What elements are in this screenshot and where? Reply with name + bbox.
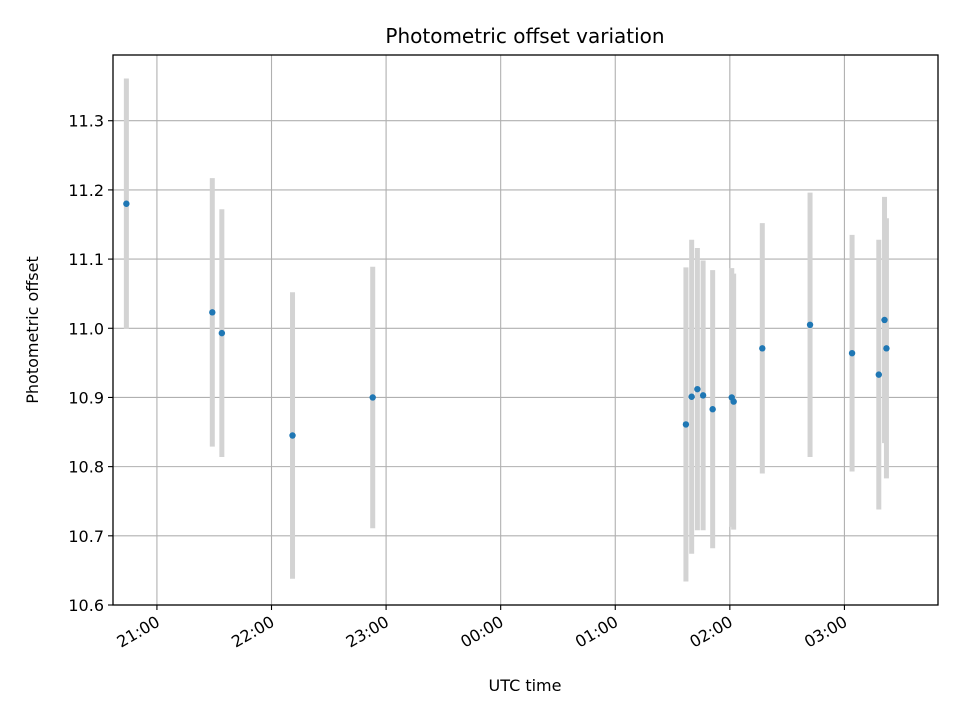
data-point	[209, 309, 216, 316]
y-tick-label: 11.0	[68, 319, 104, 338]
y-axis-ticks: 10.6 10.7 10.8 10.9 11.0 11.1 11.2 11.3	[68, 112, 113, 615]
point-layer	[123, 200, 890, 439]
y-tick-label: 10.7	[68, 527, 104, 546]
chart-title: Photometric offset variation	[385, 24, 664, 48]
data-point	[699, 392, 707, 399]
data-point	[709, 406, 716, 413]
data-point	[123, 200, 130, 207]
y-axis-label: Photometric offset	[23, 256, 42, 404]
data-point	[730, 398, 737, 405]
data-point	[682, 421, 690, 428]
y-tick-label: 10.6	[68, 596, 104, 615]
y-tick-label: 10.9	[68, 388, 104, 407]
data-point	[688, 393, 695, 400]
data-point	[875, 371, 882, 378]
data-point	[369, 394, 376, 401]
y-tick-label: 11.2	[68, 181, 104, 200]
data-point	[806, 321, 814, 329]
y-tick-label: 10.8	[68, 458, 104, 477]
x-axis-label: UTC time	[489, 676, 562, 695]
data-point	[883, 345, 890, 352]
data-point	[218, 329, 226, 337]
data-point	[694, 385, 701, 393]
data-point	[759, 345, 766, 352]
data-point	[881, 316, 888, 324]
plot-frame	[112, 54, 939, 606]
y-tick-label: 11.1	[68, 250, 104, 269]
data-point	[289, 432, 296, 439]
data-point	[848, 349, 856, 357]
y-tick-label: 11.3	[68, 112, 104, 131]
